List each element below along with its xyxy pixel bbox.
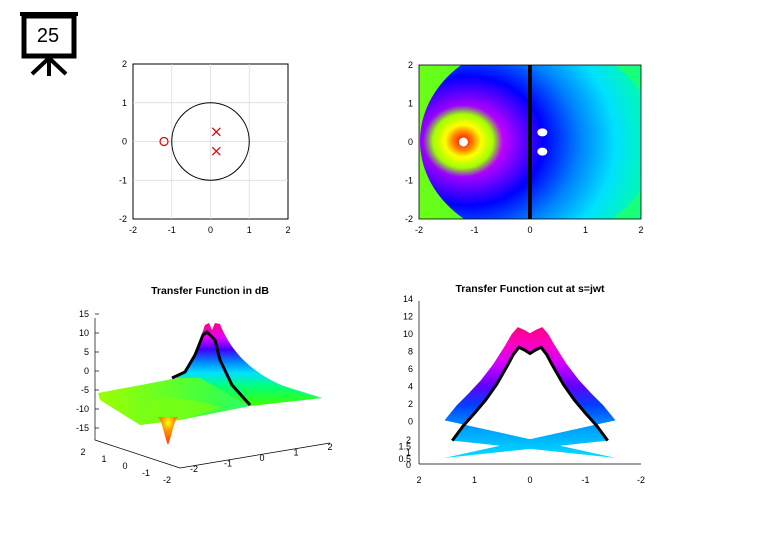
z-tick-label: 0	[84, 366, 89, 376]
y-tick-label: -1	[405, 176, 413, 186]
x-tick-label: -2	[129, 225, 137, 235]
z-tick-label: 5	[84, 347, 89, 357]
unit-circle	[171, 102, 250, 181]
y-tick-label: 1	[293, 448, 298, 458]
cut-curve	[451, 345, 609, 442]
x-tick-label: 1	[583, 225, 588, 235]
y-tick-label: 0	[408, 417, 413, 427]
y-tick-label: 4	[408, 382, 413, 392]
y-tick-label: 0	[408, 137, 413, 147]
pole-zero-plot: -2 -1 0 1 2 2 1 0 -1 -2	[119, 59, 291, 235]
x-tick-label: 0	[527, 225, 532, 235]
presentation-easel-icon	[20, 12, 78, 76]
x-tick-label: 0	[208, 225, 213, 235]
x-tick-label: 2	[416, 475, 421, 485]
y-tick-label: 14	[403, 294, 413, 304]
surface-title: Transfer Function in dB	[151, 285, 269, 297]
x-tick-label: 1	[472, 475, 477, 485]
x-tick-label: 1	[247, 225, 252, 235]
y-tick-label: 2	[122, 59, 127, 69]
x-tick-label: 1	[101, 454, 106, 464]
jw-cut-plot: Transfer Function cut at s=jwt 141210864…	[398, 283, 645, 485]
z-tick-label: -5	[81, 385, 89, 395]
y-tick-label: 1	[406, 448, 411, 458]
y-tick-label: 12	[403, 312, 413, 322]
x-tick-label: -2	[415, 225, 423, 235]
y-tick-label: 0.5	[398, 454, 411, 464]
magnitude-map-plot: -2 -1 0 1 2 2 1 0 -1 -2	[405, 60, 644, 235]
x-tick-label: -2	[163, 475, 171, 485]
zero-point	[458, 137, 468, 147]
surface-zero-dip	[158, 417, 178, 445]
y-tick-label: 0	[122, 137, 127, 147]
pole-point	[537, 147, 548, 156]
slide-number: 25	[36, 24, 60, 47]
cut-title: Transfer Function cut at s=jwt	[455, 283, 605, 295]
y-tick-label: 1.5	[398, 441, 411, 451]
y-tick-label: 2	[406, 435, 411, 445]
surface-peak	[175, 323, 322, 406]
y-tick-label: 6	[408, 364, 413, 374]
z-tick-label: 15	[79, 309, 89, 319]
y-tick-label: -1	[119, 175, 127, 185]
x-tick-label: 0	[527, 475, 532, 485]
y-tick-label: 10	[403, 329, 413, 339]
pole-marker	[211, 127, 221, 137]
z-tick-label: 10	[79, 328, 89, 338]
y-tick-label: 2	[327, 442, 332, 452]
y-tick-label: -2	[405, 214, 413, 224]
x-tick-label: -1	[142, 468, 150, 478]
x-tick-label: 2	[80, 447, 85, 457]
y-tick-label: 0	[259, 453, 264, 463]
y-tick-label: 8	[408, 347, 413, 357]
x-tick-label: -1	[168, 225, 176, 235]
pole-marker	[211, 146, 221, 156]
cut-magnitude-fill	[444, 327, 616, 458]
zero-marker	[159, 136, 169, 147]
x-tick-label: 2	[638, 225, 643, 235]
x-tick-label: -1	[581, 475, 589, 485]
pole-point	[537, 128, 548, 137]
z-tick-label: -15	[76, 423, 89, 433]
surface-jw-curve	[171, 330, 252, 407]
y-tick-label: -2	[190, 464, 198, 474]
y-tick-label: -1	[224, 459, 232, 469]
y-tick-label: 0	[406, 460, 411, 470]
y-tick-label: 1	[122, 98, 127, 108]
x-tick-label: -2	[637, 475, 645, 485]
x-tick-label: 2	[285, 225, 290, 235]
y-tick-label: -2	[119, 214, 127, 224]
x-tick-label: 0	[122, 461, 127, 471]
x-tick-label: -1	[470, 225, 478, 235]
y-tick-label: 2	[408, 399, 413, 409]
y-tick-label: 2	[408, 60, 413, 70]
y-tick-label: 1	[408, 99, 413, 109]
z-tick-label: -10	[76, 404, 89, 414]
